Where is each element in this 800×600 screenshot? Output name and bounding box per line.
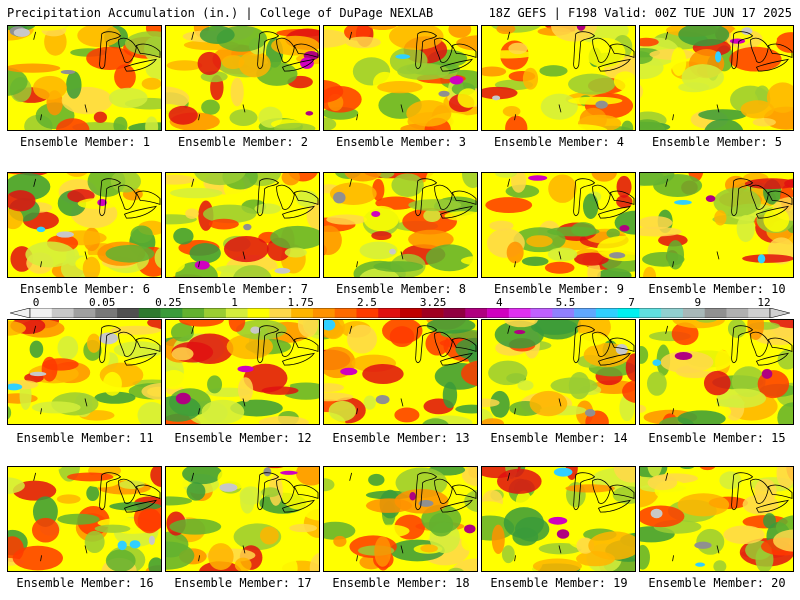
colorbar-right-arrow [769, 308, 790, 318]
ensemble-map-3 [323, 25, 478, 131]
ensemble-member-label: Ensemble Member: 3 [335, 135, 467, 149]
ensemble-map-10 [639, 172, 794, 278]
ensemble-member-label: Ensemble Member: 17 [174, 576, 312, 590]
ensemble-member-label: Ensemble Member: 6 [19, 282, 151, 296]
ensemble-map-2 [165, 25, 320, 131]
colorbar-segment [204, 308, 227, 318]
colorbar-segment [661, 308, 684, 318]
colorbar-segment [704, 308, 727, 318]
ensemble-member-label: Ensemble Member: 8 [335, 282, 467, 296]
colorbar-segment [617, 308, 640, 318]
ensemble-member-label: Ensemble Member: 7 [177, 282, 309, 296]
colorbar-segment [748, 308, 771, 318]
ensemble-map-1 [7, 25, 162, 131]
ensemble-map-11 [7, 319, 162, 425]
colorbar-segment [334, 308, 357, 318]
ensemble-member-label: Ensemble Member: 1 [19, 135, 151, 149]
ensemble-map-17 [165, 466, 320, 572]
colorbar-segment [182, 308, 205, 318]
colorbar-tick-label: 2.5 [356, 296, 377, 309]
ensemble-map-6 [7, 172, 162, 278]
ensemble-map-14 [481, 319, 636, 425]
colorbar-tick-label: 12 [757, 296, 771, 309]
precipitation-colorbar [10, 308, 790, 318]
map-title: Precipitation Accumulation (in.) | Colle… [7, 6, 434, 20]
ensemble-map-12 [165, 319, 320, 425]
colorbar-tick-label: 0.25 [155, 296, 182, 309]
colorbar-tick-label: 0.05 [88, 296, 116, 309]
ensemble-member-label: Ensemble Member: 2 [177, 135, 309, 149]
colorbar-segment [117, 308, 140, 318]
colorbar-segment [30, 308, 53, 318]
colorbar-segment [465, 308, 488, 318]
colorbar-segment [160, 308, 183, 318]
colorbar-segment [356, 308, 379, 318]
colorbar-segment [574, 308, 597, 318]
colorbar-segment [291, 308, 314, 318]
ensemble-member-label: Ensemble Member: 16 [16, 576, 154, 590]
ensemble-member-label: Ensemble Member: 18 [332, 576, 470, 590]
colorbar-tick-label: 1.75 [287, 296, 314, 309]
colorbar-segment [443, 308, 466, 318]
model-run-info: 18Z GEFS | F198 Valid: 00Z TUE JUN 17 20… [488, 6, 792, 20]
colorbar-tick-label: 9 [694, 296, 702, 309]
ensemble-map-5 [639, 25, 794, 131]
colorbar-segment [225, 308, 248, 318]
colorbar-segment [312, 308, 335, 318]
ensemble-member-label: Ensemble Member: 4 [493, 135, 625, 149]
ensemble-map-8 [323, 172, 478, 278]
colorbar-segment [421, 308, 444, 318]
ensemble-member-label: Ensemble Member: 9 [493, 282, 625, 296]
ensemble-member-label: Ensemble Member: 5 [651, 135, 783, 149]
ensemble-member-label: Ensemble Member: 20 [648, 576, 786, 590]
colorbar-segment [51, 308, 74, 318]
ensemble-member-label: Ensemble Member: 11 [16, 431, 154, 445]
colorbar-segment [508, 308, 531, 318]
colorbar-segment [639, 308, 662, 318]
ensemble-map-13 [323, 319, 478, 425]
colorbar-segment [726, 308, 749, 318]
ensemble-member-label: Ensemble Member: 13 [332, 431, 470, 445]
ensemble-map-16 [7, 466, 162, 572]
colorbar-segment [95, 308, 118, 318]
ensemble-member-label: Ensemble Member: 14 [490, 431, 628, 445]
ensemble-member-label: Ensemble Member: 15 [648, 431, 786, 445]
colorbar-segment [552, 308, 575, 318]
ensemble-map-18 [323, 466, 478, 572]
colorbar-left-arrow [10, 308, 31, 318]
ensemble-member-label: Ensemble Member: 10 [648, 282, 786, 296]
colorbar-segment [138, 308, 161, 318]
colorbar-tick-label: 5.5 [555, 296, 576, 309]
ensemble-map-15 [639, 319, 794, 425]
ensemble-map-20 [639, 466, 794, 572]
colorbar-tick-label: 4 [495, 296, 503, 309]
colorbar-segment [595, 308, 618, 318]
colorbar-segment [378, 308, 401, 318]
ensemble-map-9 [481, 172, 636, 278]
colorbar-tick-label: 3.25 [419, 296, 447, 309]
colorbar-segment [487, 308, 510, 318]
colorbar-segment [400, 308, 423, 318]
colorbar-tick-label: 0 [32, 296, 40, 309]
ensemble-map-19 [481, 466, 636, 572]
ensemble-member-label: Ensemble Member: 12 [174, 431, 312, 445]
colorbar-segment [682, 308, 705, 318]
colorbar-segment [73, 308, 96, 318]
colorbar-segment [269, 308, 292, 318]
ensemble-member-label: Ensemble Member: 19 [490, 576, 628, 590]
ensemble-map-4 [481, 25, 636, 131]
colorbar-segment [247, 308, 270, 318]
ensemble-map-7 [165, 172, 320, 278]
colorbar-tick-label: 1 [231, 296, 238, 309]
colorbar-segment [530, 308, 553, 318]
colorbar-tick-label: 7 [628, 296, 635, 309]
